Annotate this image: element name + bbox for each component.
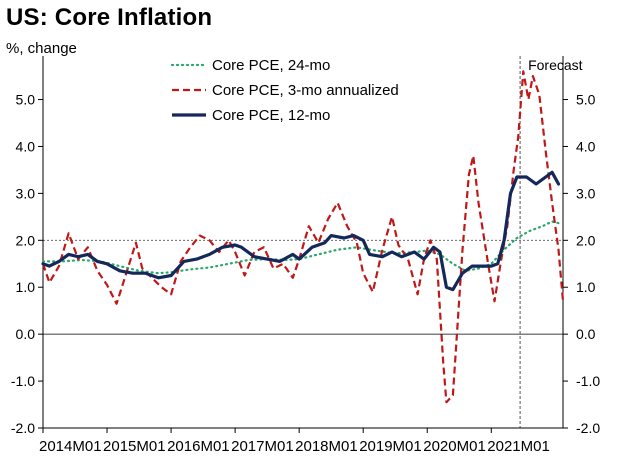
x-tick-label: 2018M01 — [295, 438, 358, 455]
y-tick-label-left: 5.0 — [16, 92, 36, 108]
y-tick-label-left: -1.0 — [11, 373, 35, 389]
y-tick-label-right: -2.0 — [576, 420, 600, 436]
y-tick-label-right: 5.0 — [576, 92, 596, 108]
x-tick-label: 2019M01 — [359, 438, 422, 455]
y-tick-label-right: 2.0 — [576, 232, 596, 248]
x-tick-label: 2014M01 — [39, 438, 102, 455]
y-tick-label-right: 3.0 — [576, 185, 596, 201]
x-tick-label: 2020M01 — [423, 438, 486, 455]
legend-label-1: Core PCE, 24-mo — [212, 57, 330, 74]
series-lines — [41, 70, 565, 404]
axes — [38, 56, 568, 433]
x-tick-label: 2016M01 — [167, 438, 230, 455]
series-line-2 — [41, 70, 565, 404]
legend-label-3: Core PCE, 12-mo — [212, 107, 330, 124]
y-tick-label-left: 4.0 — [16, 138, 36, 154]
x-tick-label: 2017M01 — [231, 438, 294, 455]
series-line-3 — [41, 170, 561, 292]
legend-label-2: Core PCE, 3-mo annualized — [212, 82, 399, 99]
chart-title: US: Core Inflation — [6, 4, 213, 31]
x-tick-label: 2021M01 — [487, 438, 550, 455]
y-tick-label-right: 1.0 — [576, 279, 596, 295]
y-tick-label-left: 1.0 — [16, 279, 36, 295]
tick-labels: -2.0 -2.0 -1.0 -1.0 0.0 0.0 1.0 1.0 2.0 2.0 3.0 3.0… — [11, 92, 600, 455]
y-tick-label-left: 3.0 — [16, 185, 36, 201]
y-tick-label-left: 0.0 — [16, 326, 36, 342]
y-axis-label: %, change — [6, 40, 77, 57]
y-tick-label-left: -2.0 — [11, 420, 35, 436]
forecast-label: Forecast — [528, 57, 583, 73]
y-tick-label-right: 0.0 — [576, 326, 596, 342]
x-tick-label: 2015M01 — [103, 438, 166, 455]
y-tick-label-left: 2.0 — [16, 232, 36, 248]
legend: Core PCE, 24-mo Core PCE, 3-mo annualized… — [170, 57, 399, 124]
y-tick-label-right: 4.0 — [576, 138, 596, 154]
annotations: Forecast — [528, 57, 583, 73]
y-tick-label-right: -1.0 — [576, 373, 600, 389]
